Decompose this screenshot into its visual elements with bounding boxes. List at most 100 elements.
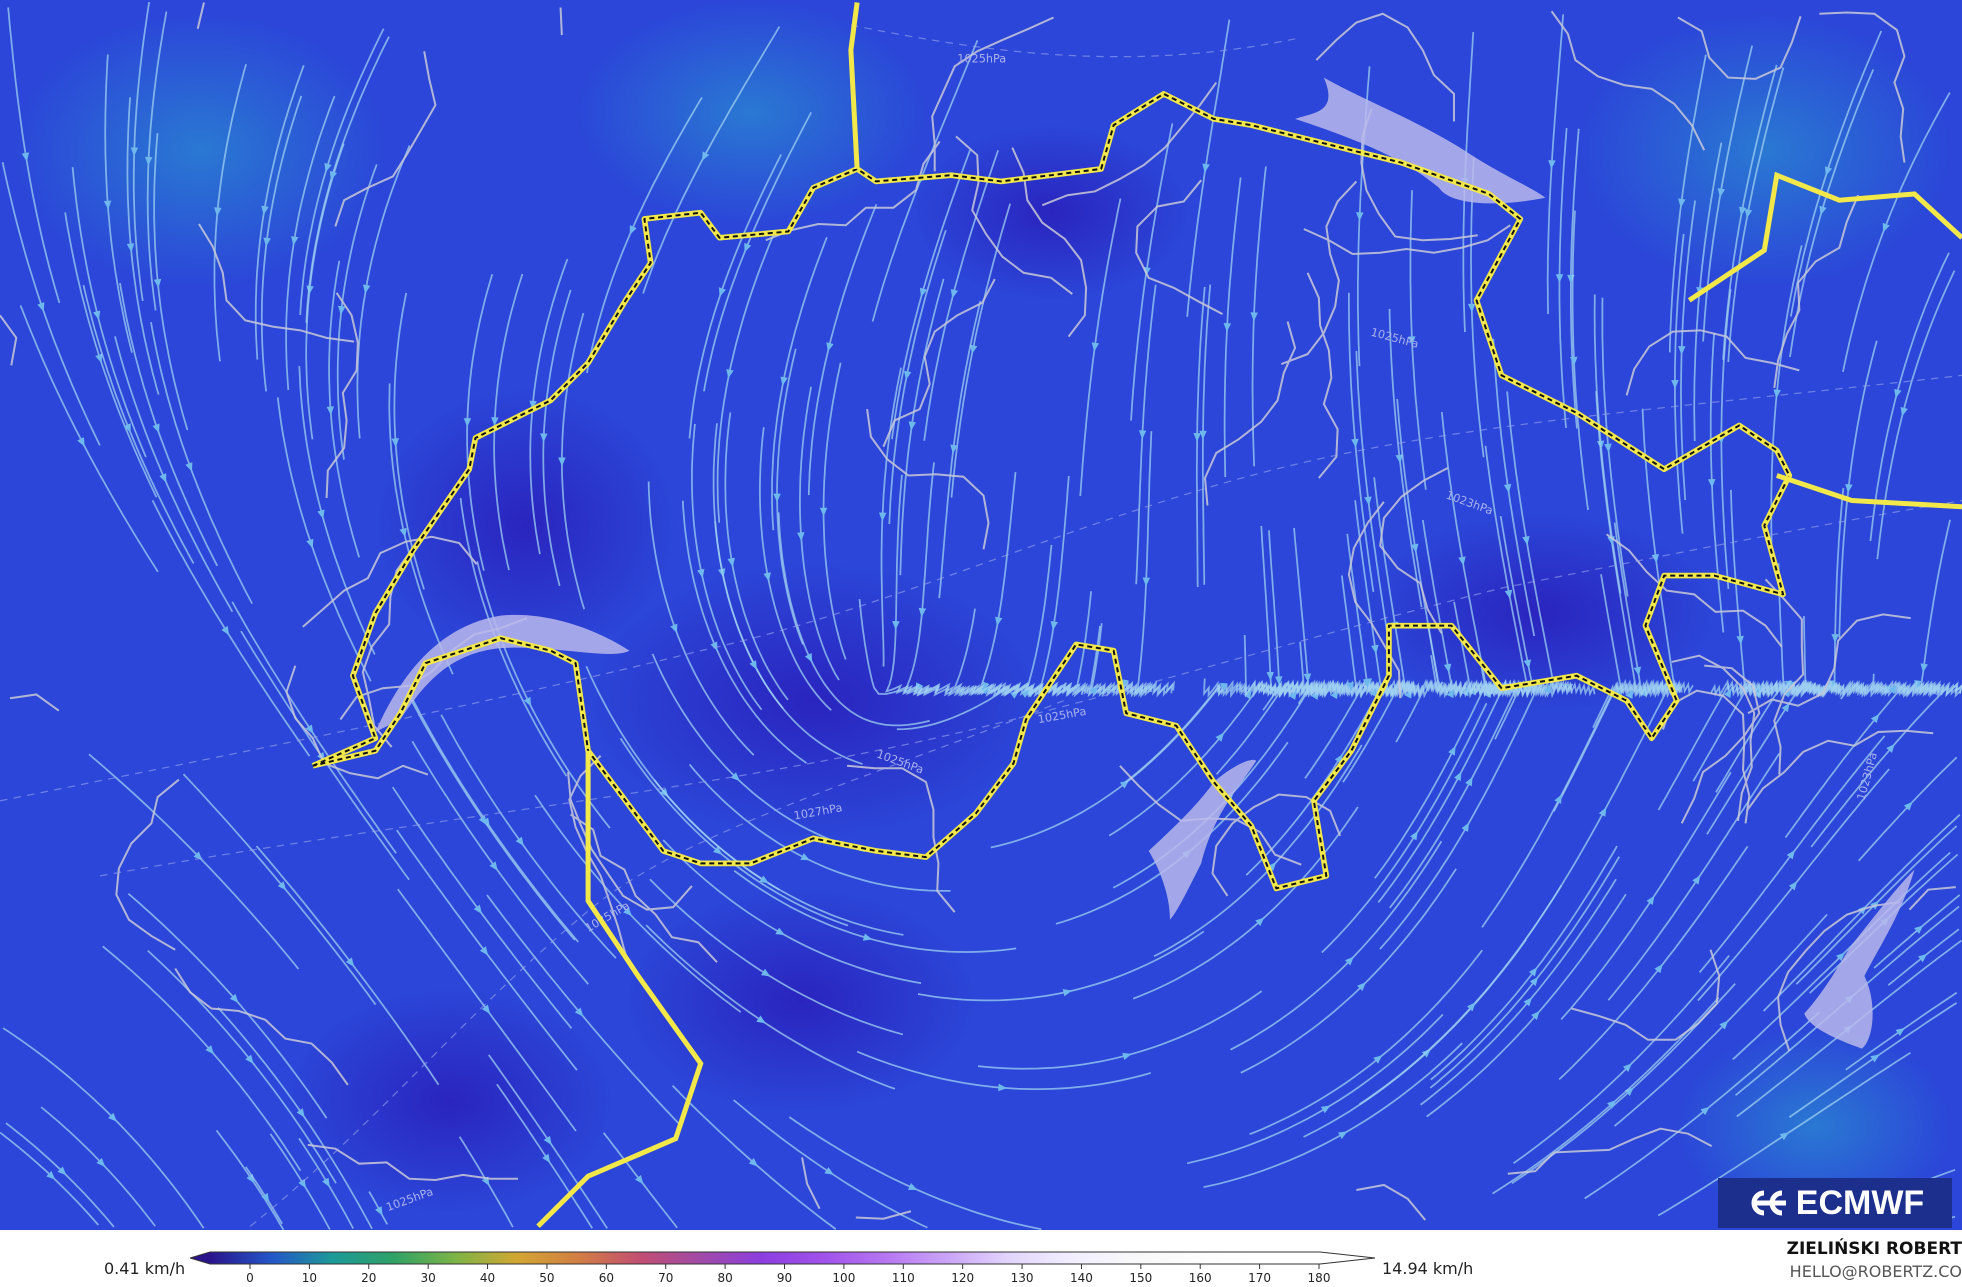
streamline-arrow	[1446, 688, 1454, 699]
streamline-arrow	[1303, 673, 1312, 683]
streamline-arrow	[1220, 683, 1228, 692]
streamline	[1871, 673, 1962, 699]
streamline-arrow	[126, 243, 135, 253]
streamline-arrow	[1062, 988, 1073, 997]
streamline-arrow	[1202, 163, 1210, 173]
admin-boundary	[198, 223, 355, 343]
streamline-arrow	[1554, 794, 1562, 804]
admin-boundary	[1625, 329, 1800, 396]
lake-maggiore	[1148, 759, 1257, 920]
lake-garda	[1804, 869, 1915, 1049]
admin-boundary	[1773, 194, 1860, 389]
streamline-arrow	[1373, 1055, 1383, 1064]
streamline-arrow	[296, 1108, 305, 1118]
streamline-arrow	[1408, 336, 1416, 346]
admin-boundary	[1303, 224, 1511, 256]
streamline-arrow	[1050, 620, 1059, 631]
streamline-arrow	[1458, 556, 1466, 566]
streamline-arrow	[1900, 406, 1908, 417]
streamline-arrow	[1199, 430, 1207, 440]
streamline-arrow	[995, 616, 1003, 627]
country-border	[536, 750, 704, 1229]
streamline-arrow	[1266, 671, 1275, 681]
streamline-arrow	[907, 1183, 918, 1190]
admin-boundary	[567, 771, 693, 911]
streamline-arrow	[1678, 345, 1686, 355]
streamline-arrow	[515, 836, 524, 847]
streamline-arrow	[324, 162, 332, 173]
lakes	[375, 77, 1915, 1049]
streamline-arrow	[1622, 1063, 1632, 1073]
streamline-arrow	[1671, 380, 1679, 389]
admin-boundary	[174, 967, 349, 1086]
streamline-arrow	[205, 1045, 214, 1055]
streamline-arrow	[950, 288, 959, 299]
lake-constance	[1295, 77, 1546, 204]
streamline-arrow	[908, 421, 917, 431]
streamline-arrow	[1894, 388, 1902, 399]
admin-boundary	[0, 314, 18, 366]
streamline-arrow	[1320, 1105, 1331, 1114]
admin-boundary	[1356, 1183, 1426, 1221]
admin-boundary	[1280, 180, 1358, 366]
streamline-arrow	[37, 302, 45, 312]
streamline-arrow	[763, 572, 771, 582]
streamline-arrow	[726, 368, 734, 379]
streamline-arrow	[93, 310, 101, 320]
admin-boundary	[1571, 949, 1721, 1041]
streamline-arrow	[1548, 160, 1556, 170]
streamline-arrow	[529, 400, 537, 410]
streamline-arrow	[317, 509, 325, 519]
streamline-arrow	[46, 1170, 56, 1180]
max-value-label: 14.94 km/h	[1382, 1259, 1474, 1278]
streamline-arrow	[185, 462, 193, 472]
streamline-arrow	[1707, 478, 1716, 488]
streamline-arrow	[473, 904, 482, 914]
streamline-arrow	[1369, 687, 1377, 697]
streamline-arrow	[1371, 644, 1379, 654]
admin-boundary	[1908, 886, 1956, 911]
streamline-arrow	[1288, 690, 1297, 700]
streamline-arrow	[1523, 997, 1533, 1007]
streamline-arrow	[103, 200, 112, 210]
streamline-arrow	[998, 1083, 1008, 1092]
streamline-arrow	[1692, 875, 1701, 885]
streamline-arrow	[399, 527, 407, 538]
streamline	[368, 1191, 389, 1225]
streamline-arrow	[130, 147, 139, 157]
streamline-arrow	[775, 927, 785, 936]
streamline-arrow	[1819, 205, 1827, 216]
admin-boundary	[307, 1143, 519, 1181]
streamline-arrow	[523, 696, 532, 707]
streamline-arrow	[1779, 1132, 1790, 1141]
admin-boundary	[302, 535, 478, 628]
wind-map: 1025hPa 1027hPa 1025hPa 1025hPa 1023hPa …	[0, 0, 1962, 1230]
streamline-arrow	[713, 846, 723, 855]
streamline-arrow	[1020, 689, 1030, 698]
streamline-arrow	[981, 686, 991, 695]
admin-boundary	[765, 140, 941, 242]
admin-boundary	[882, 278, 996, 448]
colorbar-tick-label: 40	[480, 1271, 495, 1285]
streamline-arrow	[756, 1015, 766, 1024]
streamline	[1919, 519, 1962, 698]
streamline-arrow	[491, 417, 499, 427]
streamline-arrow	[918, 607, 927, 617]
streamline-arrow	[1845, 483, 1853, 494]
lake-geneva	[375, 614, 630, 732]
streamline-arrow	[1193, 433, 1201, 442]
colorbar-tick-label: 110	[892, 1271, 915, 1285]
country-border	[1776, 473, 1962, 510]
streamline-arrow	[892, 621, 900, 630]
streamline-arrow	[919, 287, 928, 298]
streamline-arrow	[1504, 589, 1513, 600]
streamline-arrow	[1781, 702, 1790, 713]
streamline-arrow	[463, 418, 472, 427]
colorbar-tick-label: 80	[717, 1271, 732, 1285]
colorbar-tick-label: 100	[832, 1271, 855, 1285]
streamline-arrow	[1091, 342, 1100, 352]
admin-boundary	[1764, 578, 1805, 775]
streamline-arrow	[1914, 925, 1924, 934]
streamline-arrow	[245, 1054, 254, 1064]
streamline-arrow	[558, 457, 566, 467]
